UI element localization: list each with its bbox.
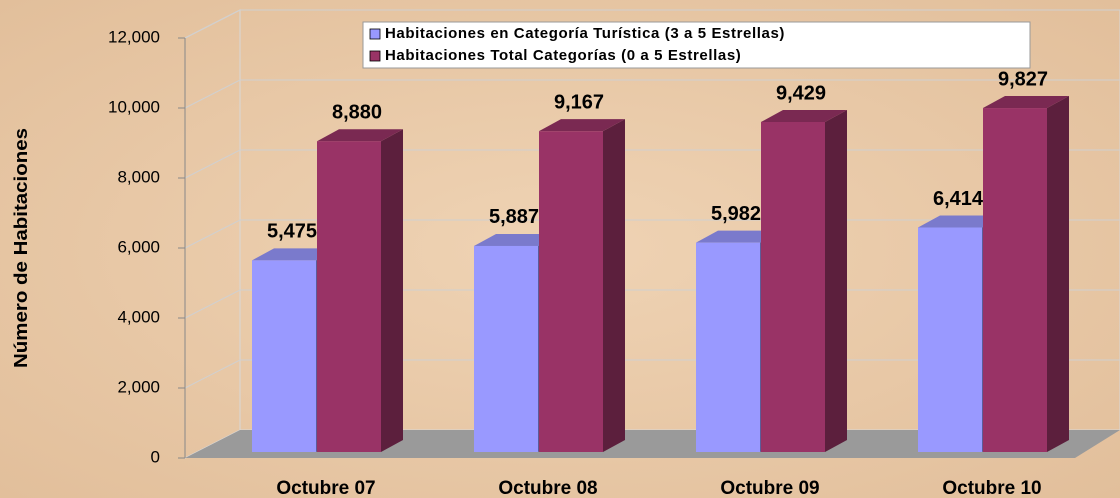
x-tick-label: Octubre 07 xyxy=(276,478,375,498)
bar-side xyxy=(1047,96,1069,453)
value-label: 5,475 xyxy=(267,221,317,243)
legend xyxy=(362,21,1031,69)
value-label: 5,887 xyxy=(489,206,539,228)
bar-top xyxy=(696,230,782,243)
bar-top xyxy=(474,233,560,246)
value-label: 9,827 xyxy=(998,68,1048,90)
legend-label: Habitaciones Total Categorías (0 a 5 Est… xyxy=(385,47,741,64)
value-label: 5,982 xyxy=(711,203,761,225)
bar xyxy=(474,245,538,452)
grid-line xyxy=(184,79,1120,109)
bar xyxy=(252,260,316,452)
y-axis-title: Número de Habitaciones xyxy=(11,128,31,368)
y-tick-label: 8,000 xyxy=(117,167,160,186)
value-label: 8,880 xyxy=(332,101,382,123)
legend-swatch xyxy=(369,50,381,62)
bar-top xyxy=(252,248,338,261)
bar-top xyxy=(761,109,847,122)
bar-top xyxy=(918,215,1004,228)
x-tick-label: Octubre 10 xyxy=(942,478,1041,498)
floor xyxy=(185,430,1120,458)
y-tick-label: 12,000 xyxy=(108,27,160,46)
bar-side xyxy=(825,109,847,453)
value-label: 9,429 xyxy=(776,82,826,104)
bar-side xyxy=(603,119,625,452)
bar xyxy=(696,242,760,452)
y-tick-label: 10,000 xyxy=(108,97,160,116)
grid-line xyxy=(184,9,1120,39)
bar-top xyxy=(539,119,625,132)
value-label: 6,414 xyxy=(933,188,984,210)
bar-side xyxy=(381,129,403,452)
bar xyxy=(761,121,825,453)
y-tick-label: 6,000 xyxy=(117,237,160,256)
bar xyxy=(983,108,1047,453)
bar xyxy=(317,141,381,452)
value-label: 9,167 xyxy=(554,91,604,113)
x-tick-label: Octubre 08 xyxy=(498,478,597,498)
bar xyxy=(539,131,603,452)
bar-top xyxy=(983,96,1069,109)
bar xyxy=(918,227,982,452)
legend-swatch xyxy=(369,28,381,40)
legend-label: Habitaciones en Categoría Turística (3 a… xyxy=(385,25,785,42)
y-tick-label: 2,000 xyxy=(117,377,160,396)
y-tick-label: 0 xyxy=(151,447,160,466)
bar-top xyxy=(317,129,403,142)
y-tick-label: 4,000 xyxy=(117,307,160,326)
x-tick-label: Octubre 09 xyxy=(720,478,819,498)
